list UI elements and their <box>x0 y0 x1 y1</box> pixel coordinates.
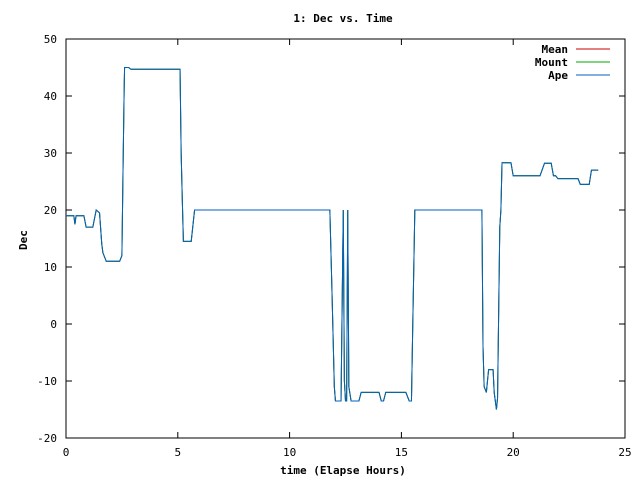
legend-label-ape: Ape <box>548 69 568 82</box>
x-tick-label: 20 <box>507 446 520 459</box>
legend-label-mean: Mean <box>542 43 569 56</box>
series-line-ape <box>66 67 599 410</box>
x-tick-label: 25 <box>618 446 631 459</box>
y-tick-label: 30 <box>44 147 57 160</box>
series-lines <box>66 67 599 410</box>
y-tick-label: 50 <box>44 33 57 46</box>
y-tick-label: -20 <box>37 432 57 445</box>
x-axis-label: time (Elapse Hours) <box>280 464 406 477</box>
plot-frame <box>65 38 626 439</box>
series-line-mean <box>66 67 599 410</box>
x-tick-label: 0 <box>63 446 70 459</box>
chart-title: 1: Dec vs. Time <box>293 12 393 25</box>
y-axis-ticks: -20 -10 0 10 20 30 40 50 <box>37 33 625 445</box>
y-tick-label: 40 <box>44 90 57 103</box>
y-tick-label: 0 <box>50 318 57 331</box>
y-tick-label: -10 <box>37 375 57 388</box>
y-tick-label: 20 <box>44 204 57 217</box>
series-line-mount <box>66 67 599 410</box>
x-tick-label: 10 <box>283 446 296 459</box>
y-tick-label: 10 <box>44 261 57 274</box>
y-axis-label: Dec <box>17 230 30 250</box>
legend-label-mount: Mount <box>535 56 568 69</box>
x-tick-label: 15 <box>395 446 408 459</box>
x-tick-label: 5 <box>174 446 181 459</box>
x-axis-ticks: 0 5 10 15 20 25 <box>63 39 632 459</box>
